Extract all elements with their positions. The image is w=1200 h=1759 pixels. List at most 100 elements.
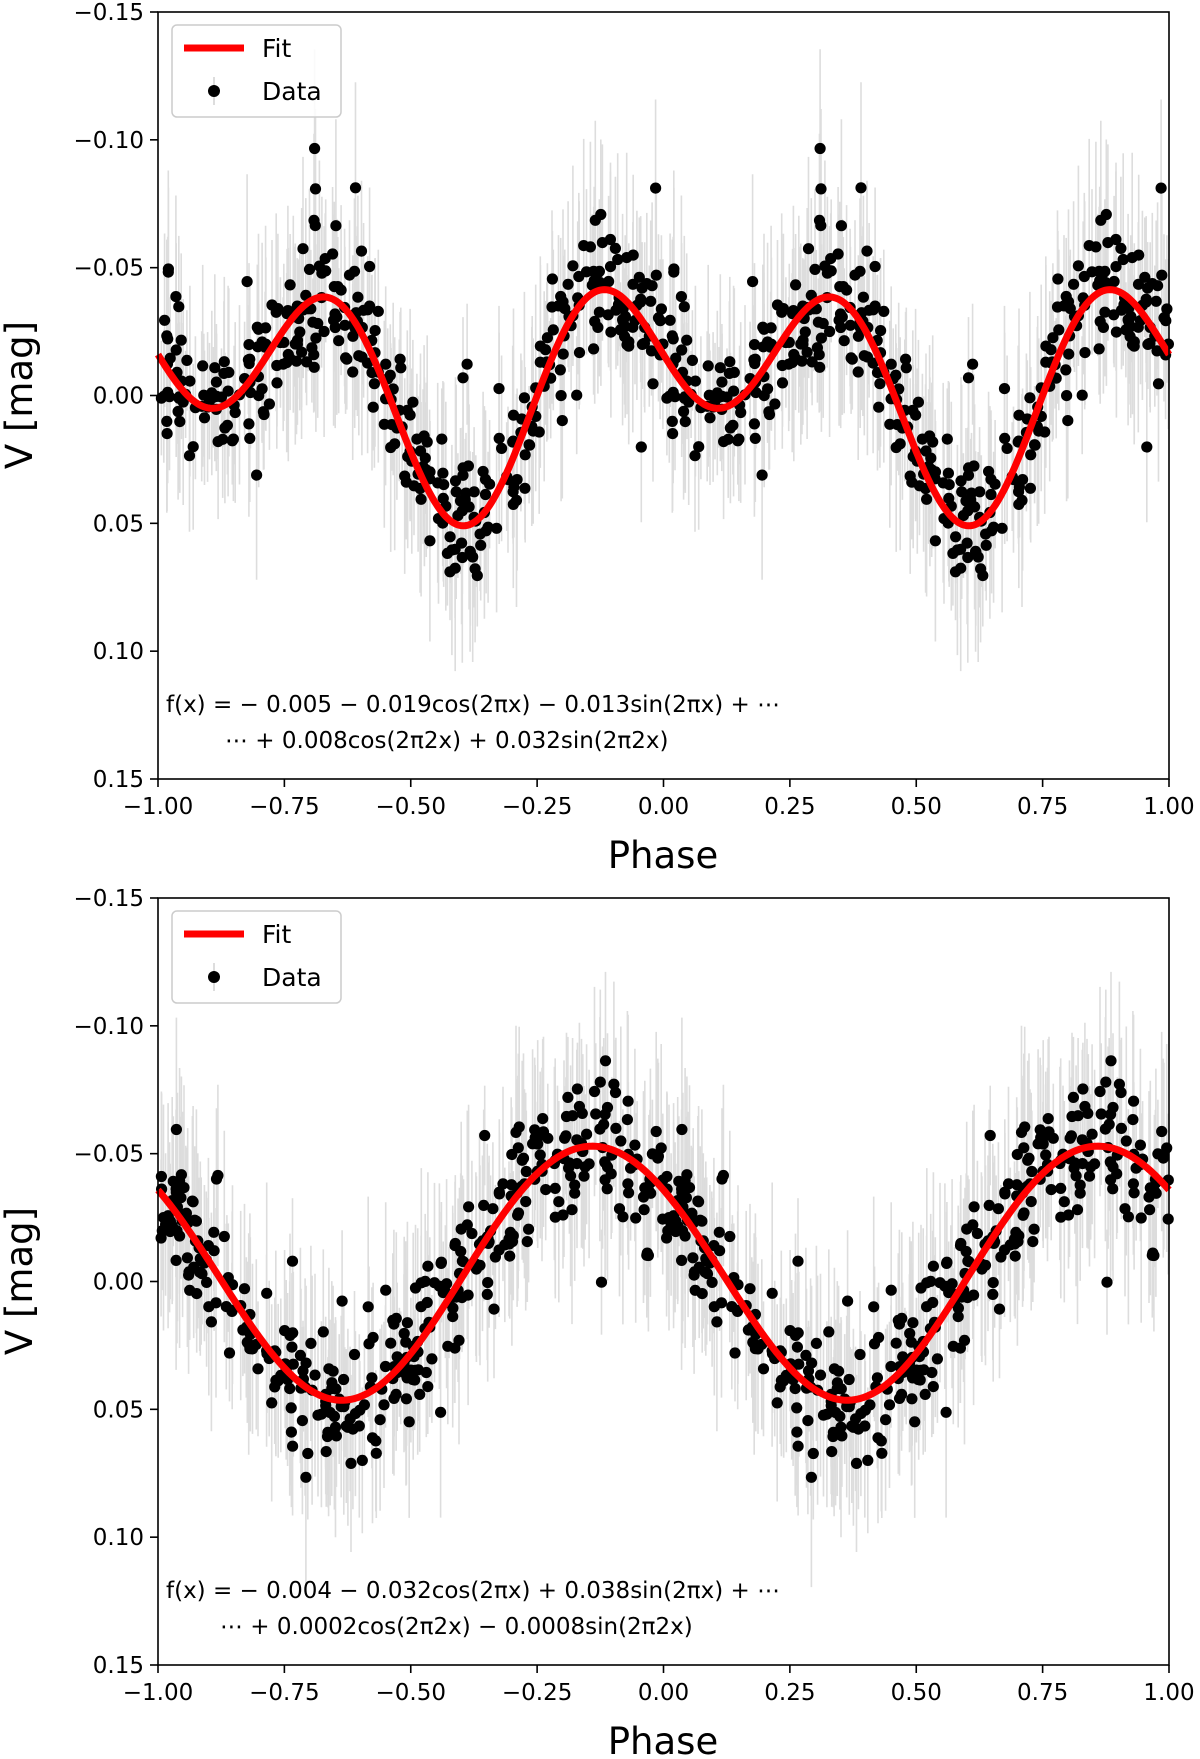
data-point	[287, 1358, 299, 1370]
data-point	[353, 350, 365, 362]
data-point	[456, 551, 468, 564]
data-point	[1027, 1236, 1039, 1248]
x-tick-label: 0.75	[1017, 794, 1068, 820]
data-point	[1018, 1142, 1030, 1154]
data-point	[650, 269, 662, 281]
data-point	[807, 1447, 819, 1460]
data-point	[955, 543, 967, 555]
data-point	[1012, 1235, 1024, 1248]
data-point	[1040, 1149, 1052, 1161]
data-point	[657, 1213, 669, 1225]
data-point	[1068, 278, 1080, 290]
data-point	[1151, 345, 1163, 357]
data-point	[1086, 266, 1098, 278]
data-point	[286, 1341, 298, 1353]
data-point	[623, 340, 635, 352]
data-point	[362, 304, 374, 316]
data-point	[284, 1383, 296, 1395]
data-point	[776, 359, 788, 372]
data-point	[162, 263, 174, 275]
data-point	[218, 356, 230, 368]
data-point	[1045, 344, 1057, 356]
data-point	[813, 349, 825, 361]
data-point	[650, 1125, 662, 1138]
data-point	[590, 1108, 602, 1120]
data-point	[395, 362, 407, 374]
data-point	[787, 305, 800, 317]
data-point	[748, 339, 761, 351]
data-point	[243, 418, 255, 430]
x-tick-label: 0.50	[891, 1680, 942, 1706]
data-point	[520, 1196, 532, 1208]
data-point	[424, 535, 436, 547]
data-point	[317, 1326, 329, 1338]
data-point	[282, 305, 294, 317]
data-point	[344, 1413, 356, 1425]
data-point	[581, 1128, 593, 1140]
y-tick-label: −0.10	[74, 1014, 144, 1040]
data-point	[880, 1414, 892, 1426]
data-point	[604, 261, 617, 273]
data-point	[814, 361, 826, 373]
data-point	[900, 353, 912, 365]
data-point	[852, 366, 864, 378]
data-point	[706, 1276, 718, 1288]
data-point	[949, 566, 962, 578]
data-point	[711, 1316, 723, 1328]
data-point	[802, 1415, 814, 1427]
data-point	[689, 375, 702, 387]
data-point	[534, 1149, 546, 1161]
data-point	[170, 1254, 182, 1266]
data-point	[457, 494, 469, 506]
data-point	[689, 1284, 701, 1296]
x-tick-label: 0.00	[638, 1680, 689, 1706]
data-point	[362, 1301, 374, 1313]
data-point	[456, 1255, 468, 1267]
data-point	[520, 1165, 532, 1178]
data-point	[309, 142, 321, 155]
x-tick-label: −0.75	[249, 1680, 319, 1706]
data-point	[678, 405, 690, 418]
data-point	[1028, 1223, 1040, 1235]
data-point	[952, 1302, 965, 1314]
data-point	[302, 1447, 314, 1460]
data-point	[1025, 1196, 1037, 1208]
data-point	[687, 1252, 699, 1264]
data-point	[432, 477, 444, 489]
data-point	[435, 1256, 447, 1268]
data-point	[217, 433, 229, 445]
data-point	[962, 372, 975, 384]
data-point	[497, 1178, 509, 1190]
data-point	[724, 1230, 736, 1243]
y-axis-label: V [mag]	[0, 1207, 41, 1355]
data-point	[679, 416, 691, 428]
data-point	[1105, 1055, 1117, 1067]
data-point	[655, 1142, 667, 1154]
data-point	[578, 240, 590, 252]
data-point	[915, 1364, 927, 1376]
data-point	[1120, 1135, 1132, 1147]
data-point	[409, 1364, 421, 1376]
data-point	[878, 305, 890, 317]
data-point	[367, 401, 379, 413]
data-point	[557, 296, 569, 308]
data-point	[422, 1381, 434, 1393]
data-point	[850, 1457, 863, 1469]
data-point	[627, 278, 639, 290]
data-point	[493, 432, 505, 444]
data-point	[578, 1170, 590, 1182]
data-point	[1094, 1085, 1106, 1098]
data-point	[449, 543, 461, 555]
data-point	[622, 1095, 634, 1107]
data-point	[968, 460, 980, 472]
data-point	[1062, 296, 1075, 308]
data-point	[873, 1331, 885, 1344]
x-axis-ticks: −1.00 −0.75 −0.50 −0.25 0.00 0.25 0.50 0.75 1.00	[123, 1665, 1195, 1706]
data-point	[452, 509, 464, 522]
data-point	[617, 315, 629, 327]
data-point	[769, 398, 781, 410]
data-point	[854, 1348, 866, 1361]
data-point	[175, 1169, 187, 1181]
data-point	[208, 1226, 220, 1238]
data-point	[336, 1295, 348, 1307]
